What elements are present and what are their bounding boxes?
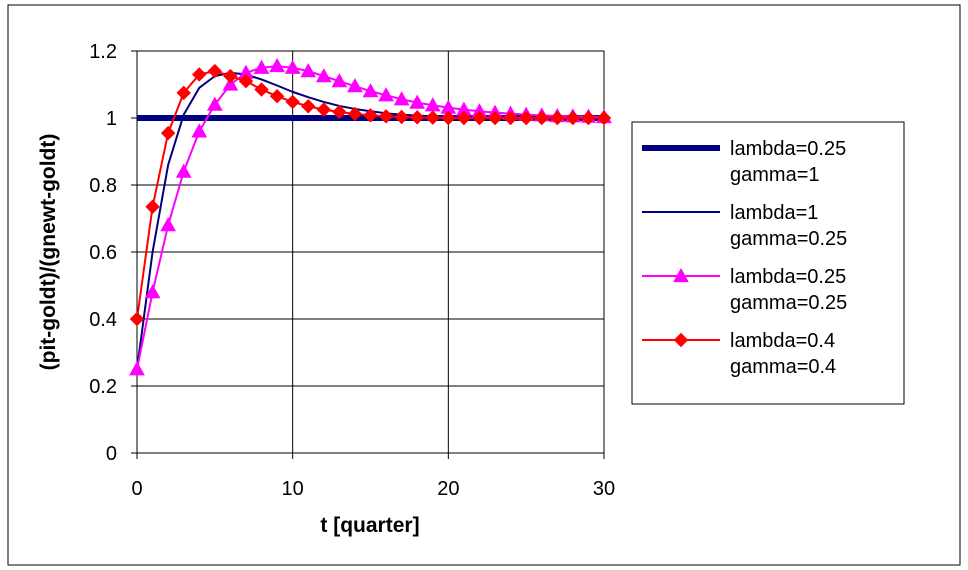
data-point bbox=[285, 94, 300, 110]
data-point bbox=[409, 110, 425, 125]
series-layer bbox=[129, 58, 612, 376]
legend-label: lambda=0.25 bbox=[730, 138, 846, 160]
data-point bbox=[253, 59, 270, 74]
data-point bbox=[144, 284, 161, 299]
data-point bbox=[223, 68, 238, 84]
data-point bbox=[315, 68, 332, 83]
data-point bbox=[191, 123, 208, 138]
data-point bbox=[596, 110, 612, 126]
data-point bbox=[409, 94, 426, 109]
legend-label: gamma=0.25 bbox=[730, 292, 847, 314]
data-point bbox=[347, 78, 363, 93]
legend-entry-2: lambda=1 gamma=0.25 bbox=[642, 202, 847, 250]
legend-label: gamma=1 bbox=[730, 164, 820, 186]
data-point bbox=[362, 83, 379, 98]
x-tick-label: 20 bbox=[437, 478, 459, 500]
y-tick-label: 0.8 bbox=[89, 175, 117, 197]
data-point bbox=[331, 73, 348, 88]
x-tick-label: 10 bbox=[282, 478, 304, 500]
y-axis-label: (pit-goldt)/(gnewt-goldt) bbox=[37, 134, 60, 371]
data-point bbox=[347, 106, 363, 122]
data-point bbox=[581, 110, 596, 126]
data-point bbox=[160, 217, 176, 232]
x-tick-label: 30 bbox=[593, 478, 615, 500]
tick-labels: 0 0.2 0.4 0.6 0.8 1 1.2 0 10 20 30 bbox=[89, 41, 615, 500]
data-point bbox=[550, 110, 565, 126]
data-point bbox=[269, 58, 285, 73]
legend-box bbox=[631, 121, 905, 405]
legend-label: lambda=0.4 bbox=[730, 330, 835, 352]
y-tick-label: 0.6 bbox=[89, 242, 117, 264]
y-tick-label: 0.4 bbox=[89, 309, 117, 331]
legend-label: gamma=0.4 bbox=[730, 356, 836, 378]
data-point bbox=[518, 110, 534, 126]
data-point bbox=[441, 110, 456, 126]
data-point bbox=[301, 99, 316, 114]
data-point bbox=[238, 73, 254, 89]
data-point bbox=[300, 63, 317, 78]
data-point bbox=[129, 361, 145, 376]
data-point bbox=[269, 89, 285, 104]
data-point bbox=[472, 110, 487, 126]
data-point bbox=[316, 102, 332, 117]
data-point bbox=[394, 109, 409, 125]
data-point bbox=[503, 110, 518, 126]
series-4 bbox=[129, 63, 612, 327]
y-tick-label: 0.2 bbox=[89, 376, 117, 398]
data-point bbox=[160, 125, 176, 141]
legend-label: lambda=1 bbox=[730, 202, 818, 224]
x-axis-label: t [quarter] bbox=[320, 514, 419, 537]
data-point bbox=[254, 82, 269, 97]
legend-label: lambda=0.25 bbox=[730, 266, 846, 288]
data-point bbox=[175, 163, 192, 178]
data-point bbox=[145, 199, 160, 214]
data-point bbox=[487, 110, 503, 126]
legend-entry-3: lambda=0.25 gamma=0.25 bbox=[642, 266, 847, 314]
data-point bbox=[176, 85, 191, 101]
data-point bbox=[425, 110, 440, 125]
legend-entry-4: lambda=0.4 gamma=0.4 bbox=[642, 330, 836, 378]
legend: lambda=0.25gamma=1lambda=1gamma=0.25lamb… bbox=[631, 121, 905, 405]
data-point bbox=[456, 110, 472, 126]
y-tick-label: 0 bbox=[106, 443, 117, 465]
y-tick-label: 1 bbox=[106, 108, 117, 130]
data-point bbox=[192, 67, 207, 82]
data-point bbox=[363, 108, 378, 123]
x-tick-label: 0 bbox=[131, 478, 142, 500]
data-point bbox=[207, 63, 223, 79]
data-point bbox=[206, 96, 223, 111]
data-point bbox=[284, 59, 301, 74]
data-point bbox=[222, 76, 239, 91]
legend-label: gamma=0.25 bbox=[730, 228, 847, 250]
y-tick-label: 1.2 bbox=[89, 41, 117, 63]
data-point bbox=[378, 109, 394, 124]
legend-entry-1: lambda=0.25 gamma=1 bbox=[642, 138, 846, 186]
data-point bbox=[393, 91, 410, 106]
data-point bbox=[534, 110, 549, 126]
legend-swatch-marker bbox=[673, 267, 689, 283]
data-point bbox=[378, 87, 394, 102]
data-point bbox=[129, 311, 145, 327]
data-point bbox=[565, 110, 581, 126]
data-point bbox=[332, 104, 347, 120]
legend-swatch-marker bbox=[673, 332, 689, 348]
